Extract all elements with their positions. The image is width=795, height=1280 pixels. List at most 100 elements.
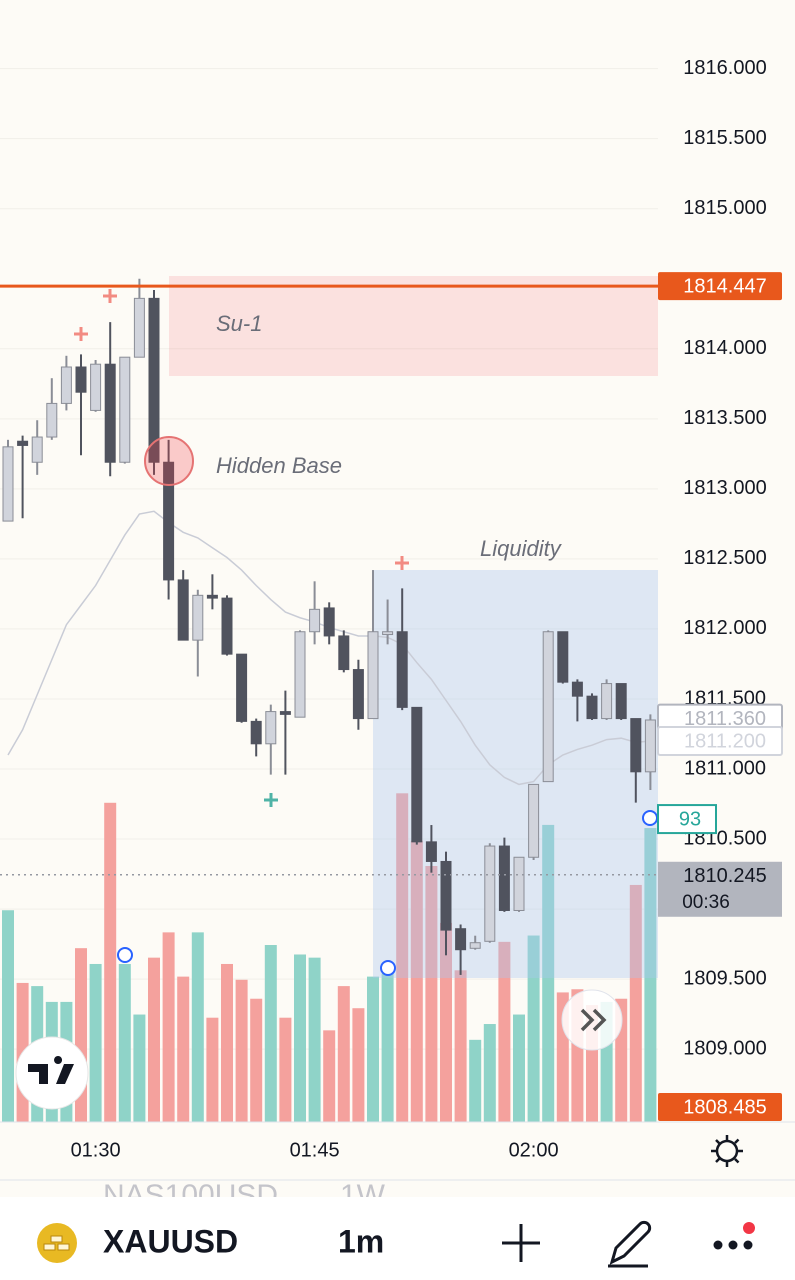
volume-label-box <box>657 804 717 835</box>
volume-bar <box>221 963 233 1122</box>
gold-bars <box>43 1235 70 1251</box>
candle-body <box>294 631 306 718</box>
price-label-box <box>657 725 783 756</box>
dot <box>728 1240 738 1250</box>
candle-body <box>425 841 437 862</box>
y-tick-label: 1815.000 <box>683 197 766 219</box>
volume-bar <box>629 884 642 1122</box>
volume-bar <box>89 963 102 1122</box>
y-tick-label: 1811.000 <box>684 757 766 779</box>
settings-icon[interactable] <box>711 1135 743 1167</box>
candle-body <box>192 594 204 641</box>
volume-bar <box>148 957 160 1122</box>
candle-body <box>46 402 58 438</box>
candle-body <box>265 711 277 745</box>
volume-label: 93 <box>679 808 701 830</box>
candle-body <box>309 608 321 633</box>
symbol-button[interactable]: XAUUSD <box>37 1223 238 1263</box>
y-tick-label: 1812.500 <box>683 547 766 569</box>
candle-body <box>17 440 29 446</box>
markers: Su-1 Hidden Base Liquidity <box>74 289 658 976</box>
volume-bars <box>2 793 657 1122</box>
candle-body <box>542 631 554 783</box>
chevrons <box>580 1008 607 1032</box>
candle-body <box>60 366 72 404</box>
volume-bar <box>162 932 175 1122</box>
volume-bar <box>644 828 657 1122</box>
candle-body <box>644 719 656 773</box>
volume-bar <box>527 935 540 1122</box>
signal-circle <box>380 960 396 976</box>
price-label-box <box>658 1093 782 1121</box>
symbol-icon <box>37 1223 77 1263</box>
price-label: 1811.200 <box>684 730 766 752</box>
volume-bar <box>235 979 248 1122</box>
volume-bar <box>337 986 350 1122</box>
y-tick-label: 1809.500 <box>683 967 766 989</box>
candle-body <box>528 783 540 858</box>
candle-body <box>250 720 262 745</box>
candle-body <box>440 860 452 931</box>
time-axis: 01:30 01:45 02:00 <box>71 1139 559 1161</box>
candle-body <box>90 363 102 411</box>
tradingview-logo[interactable] <box>15 1036 89 1110</box>
price-label: 1808.485 <box>683 1096 766 1118</box>
hidden-base-marker <box>144 436 194 486</box>
candle-body <box>279 711 291 715</box>
drawing-tools[interactable] <box>608 1220 652 1268</box>
price-label: 1814.447 <box>683 275 766 297</box>
candle-body <box>221 597 233 655</box>
volume-bar <box>483 1024 496 1122</box>
candle-body <box>148 297 160 463</box>
signal-circle <box>642 810 658 826</box>
candle-body <box>177 579 189 641</box>
volume-bar <box>104 802 117 1122</box>
x-tick-label: 02:00 <box>509 1139 559 1161</box>
volume-bar <box>454 970 467 1122</box>
more-menu[interactable] <box>713 1222 756 1250</box>
candle-body <box>352 669 364 720</box>
countdown-label: 00:36 <box>682 892 730 913</box>
candle-body <box>601 683 613 720</box>
price-label: 1811.360 <box>684 708 766 730</box>
current-price-label: 1810.245 <box>683 865 766 887</box>
plus-marker <box>264 793 278 807</box>
supply-zone <box>169 276 658 376</box>
candle-body <box>206 594 218 599</box>
logo-mark <box>28 1056 74 1084</box>
zone-label: Hidden Base <box>216 453 342 478</box>
volume-bar <box>294 954 306 1122</box>
symbol: XAUUSD <box>103 1223 238 1259</box>
candle-body <box>455 928 467 951</box>
y-tick-label: 1816.000 <box>683 57 766 79</box>
candle-body <box>133 297 145 358</box>
x-tick-label: 01:45 <box>290 1139 340 1161</box>
volume-bar <box>425 865 438 1122</box>
volume-bar <box>2 910 14 1122</box>
candle-body <box>498 845 510 911</box>
candle-body <box>557 631 569 683</box>
volume-bar <box>352 1008 365 1122</box>
candle-body <box>2 446 14 522</box>
interval[interactable]: 1m <box>338 1223 384 1259</box>
plus-marker <box>103 289 117 303</box>
candle-body <box>338 635 350 671</box>
candle-body <box>104 363 116 463</box>
volume-bar <box>367 976 379 1122</box>
y-tick-label: 1809.000 <box>683 1037 766 1059</box>
y-tick-label: 1815.500 <box>683 127 766 149</box>
y-tick-label: 1813.500 <box>683 407 766 429</box>
notification-dot <box>743 1222 755 1234</box>
plus-marker <box>74 327 88 341</box>
candle-body <box>615 683 627 720</box>
volume-bar <box>410 840 423 1122</box>
signal-circle <box>117 947 133 963</box>
volume-bar <box>279 1017 292 1122</box>
volume-bar <box>513 1014 525 1122</box>
overlay-buttons <box>15 989 623 1110</box>
add-button[interactable] <box>502 1224 540 1262</box>
candle-body <box>513 856 525 911</box>
candle-body <box>382 631 394 636</box>
